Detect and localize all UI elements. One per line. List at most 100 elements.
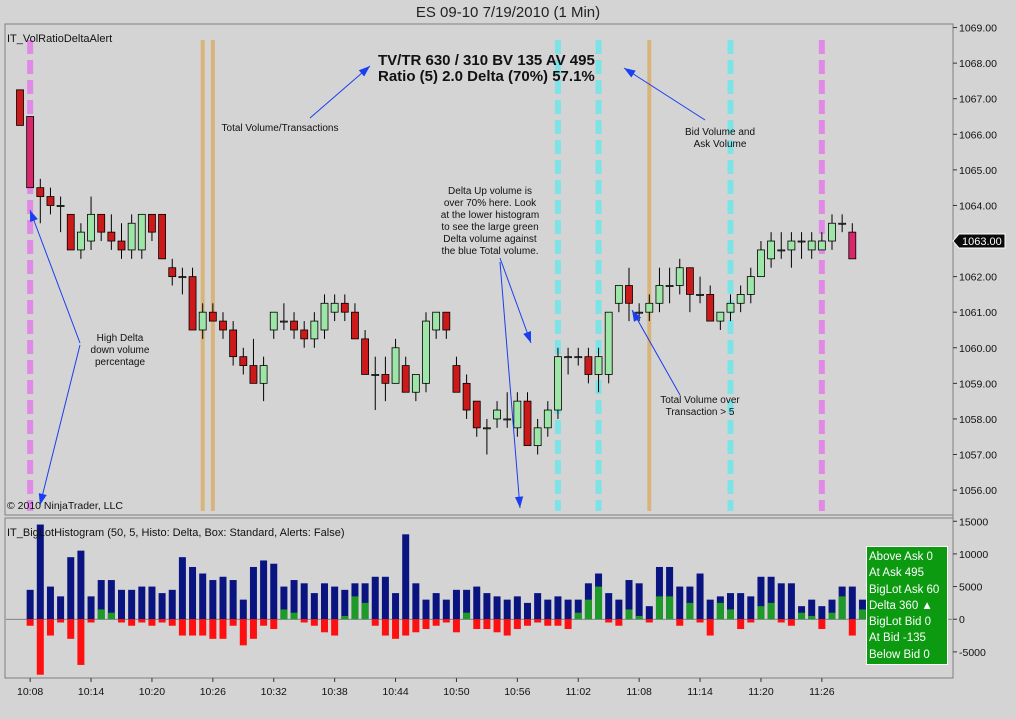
volume-bar (422, 599, 430, 620)
candle-body (686, 267, 694, 295)
volume-bar (747, 596, 755, 620)
candle-body (533, 427, 542, 447)
delta-bar (544, 619, 552, 626)
candle-body (543, 409, 552, 429)
copyright-label: © 2010 NinjaTrader, LLC (7, 500, 123, 512)
candle (16, 89, 24, 126)
candle (249, 338, 258, 384)
time-tick-label: 11:20 (748, 686, 774, 698)
candle (828, 214, 836, 250)
candle (625, 267, 633, 322)
candle (817, 232, 826, 251)
volume-bar (696, 573, 704, 620)
candle-body (137, 213, 146, 251)
delta-bar (463, 612, 471, 620)
delta-bar (351, 596, 359, 620)
annotation-arrowhead (358, 66, 370, 77)
lower-indicator-label: IT_BigLotHistogram (50, 5, Histo: Delta,… (7, 527, 344, 539)
candle-body (523, 400, 532, 447)
candle (117, 223, 126, 259)
biglot-bid-label: BigLot Bid 0 (869, 616, 932, 629)
candle (36, 178, 45, 224)
candle (503, 392, 512, 428)
delta-bar (77, 619, 85, 665)
candle-body (838, 222, 847, 225)
price-tick-label: 1057.00 (959, 450, 997, 462)
price-tick-label: 1068.00 (959, 58, 997, 70)
volume-bar (67, 557, 75, 620)
candle-body (493, 409, 501, 420)
time-tick-label: 11:02 (566, 686, 592, 698)
volume-bar (727, 593, 734, 620)
candle (351, 303, 359, 340)
candle-body (219, 320, 227, 331)
candle-body (817, 240, 826, 251)
delta-bar (737, 619, 745, 630)
candle (797, 232, 806, 259)
candle (655, 267, 664, 313)
candle (543, 401, 552, 437)
candle (259, 356, 268, 402)
delta-bar (321, 619, 328, 633)
candle (472, 400, 481, 437)
time-tick-label: 11:26 (809, 686, 835, 698)
candle (757, 241, 765, 278)
annotation-text: Ask Volume (694, 139, 747, 150)
upper-indicator-label: IT_VolRatioDeltaAlert (7, 33, 112, 45)
candle (401, 356, 410, 393)
candle (675, 258, 684, 295)
candle-body (696, 294, 704, 296)
histogram-tick-label: 0 (959, 614, 965, 626)
volume-bar (635, 583, 643, 620)
candle (361, 329, 370, 375)
candle-body (371, 374, 380, 376)
candle (493, 401, 501, 428)
delta-bar (676, 619, 684, 626)
delta-bar (107, 612, 115, 620)
candle (381, 356, 390, 402)
delta-bar (503, 619, 511, 636)
candle-body (26, 116, 35, 189)
candle-body (208, 311, 217, 322)
delta-bar (564, 619, 572, 630)
histogram-tick-label: 5000 (959, 582, 983, 594)
annotation-text: Delta Up volume is (448, 186, 532, 197)
candle (56, 196, 65, 233)
candle-body (757, 249, 765, 278)
delta-bar (615, 619, 623, 626)
time-tick-label: 10:50 (443, 686, 469, 698)
histogram-tick-label: 10000 (959, 549, 988, 561)
price-tick-label: 1066.00 (959, 129, 997, 141)
candle-body (574, 356, 583, 359)
delta-bar (625, 609, 633, 620)
volume-bar (625, 580, 633, 620)
candle (706, 285, 715, 322)
candle (137, 213, 146, 259)
candle-body (787, 240, 796, 251)
annotation-text: Total Volume/Transactions (222, 123, 339, 134)
delta-bar (534, 619, 542, 623)
delta-bar (452, 619, 460, 633)
delta-bar (412, 619, 420, 633)
volume-bar (452, 589, 460, 620)
candle-body (77, 231, 85, 251)
annotation-arrow-line (39, 344, 81, 506)
volume-bar (118, 589, 125, 620)
candle (168, 258, 177, 286)
delta-bar (696, 619, 704, 623)
price-tick-label: 1069.00 (959, 23, 997, 35)
delta-bar (331, 619, 339, 636)
delta-bar (229, 619, 237, 626)
candle-body (828, 222, 836, 242)
annotation-arrowhead (38, 493, 47, 505)
price-tick-label: 1064.00 (959, 200, 997, 212)
price-tick-label: 1058.00 (959, 414, 997, 426)
volume-bar (97, 580, 105, 620)
delta-bar (381, 619, 389, 636)
delta-bar (757, 606, 765, 620)
delta-bar (260, 619, 268, 626)
candle-body (736, 294, 745, 304)
delta-bar (239, 619, 247, 646)
volume-bar (706, 599, 714, 620)
